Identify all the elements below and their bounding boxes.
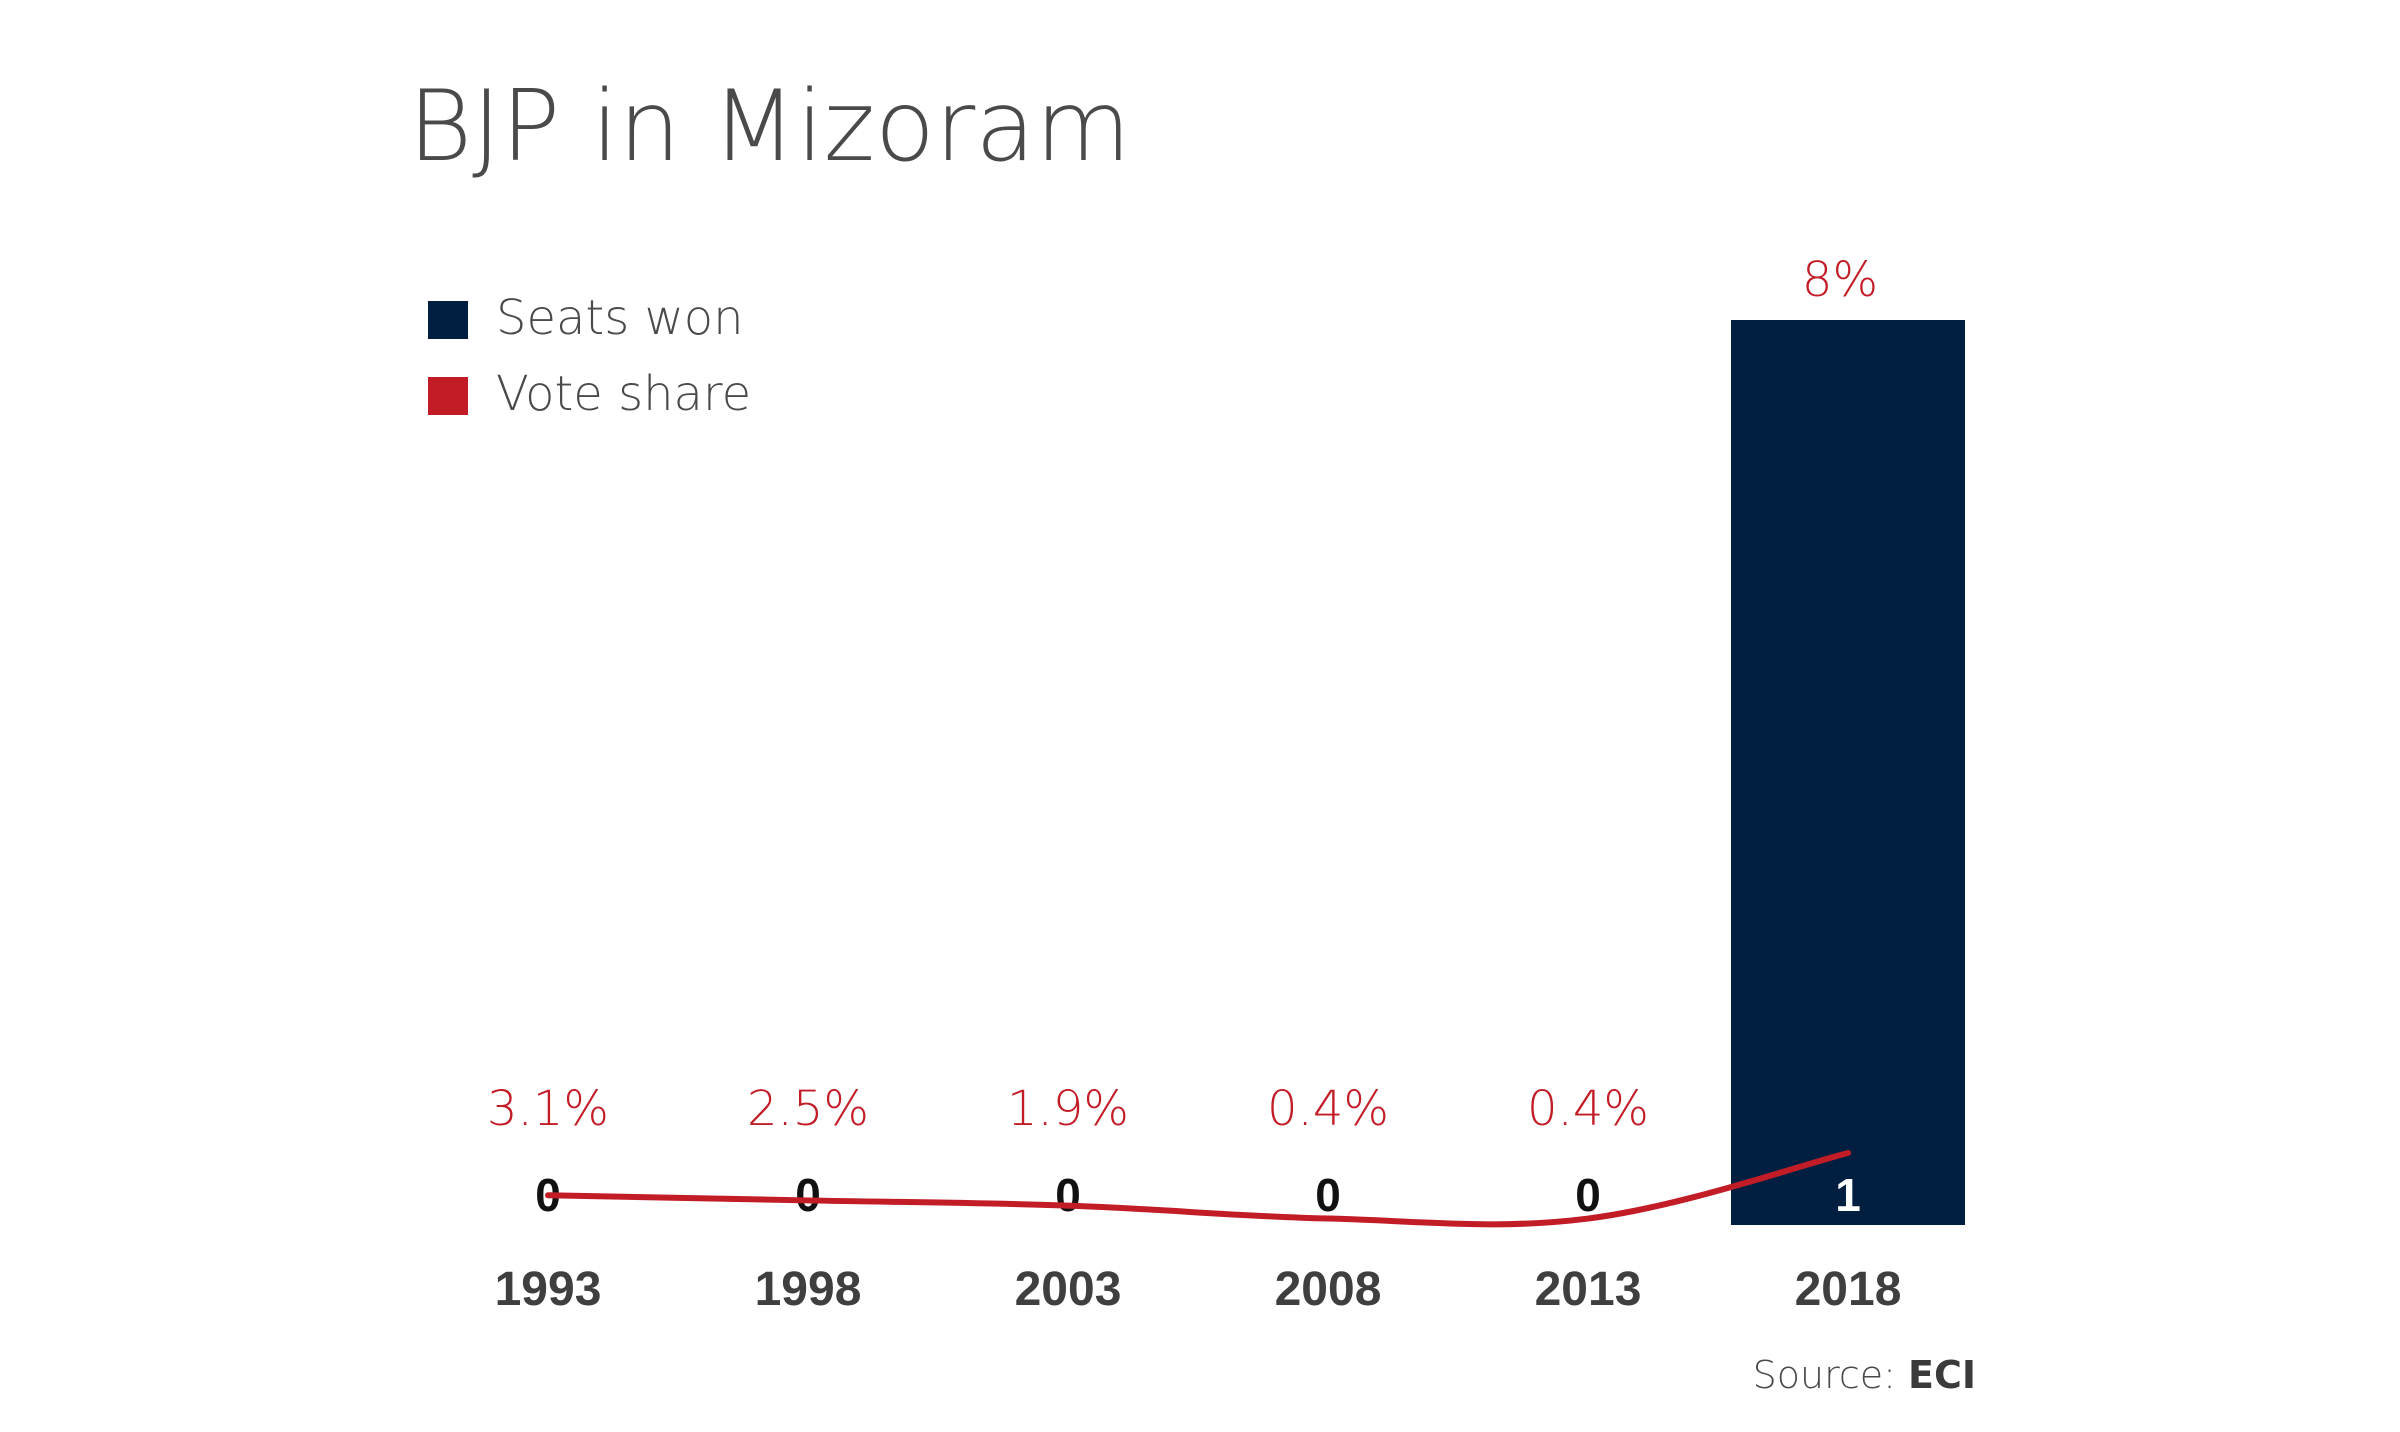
legend-swatch-vote-share	[428, 377, 468, 415]
x-tick-2013: 2013	[1535, 1263, 1642, 1316]
seats-label-2018: 1	[1835, 1169, 1861, 1221]
vote-share-label-2008: 0.4%	[1267, 1081, 1389, 1137]
vote-share-label-2018: 8%	[1802, 252, 1878, 308]
x-axis-tick-labels: 1993 1998 2003 2008 2013 2018	[495, 1263, 1902, 1316]
chart-title: BJP in Mizoram	[408, 70, 1131, 184]
legend-swatch-seats	[428, 301, 468, 339]
x-tick-1998: 1998	[755, 1263, 862, 1316]
legend-label-vote-share: Vote share	[496, 366, 751, 422]
seats-label-1998: 0	[795, 1169, 821, 1221]
source-prefix: Source:	[1753, 1353, 1908, 1397]
legend: Seats won Vote share	[428, 290, 751, 422]
x-tick-2018: 2018	[1795, 1263, 1902, 1316]
seats-bars	[1731, 320, 1965, 1225]
source-name: ECI	[1908, 1353, 1976, 1397]
x-tick-2008: 2008	[1275, 1263, 1382, 1316]
vote-share-label-2013: 0.4%	[1527, 1081, 1649, 1137]
legend-label-seats: Seats won	[496, 290, 744, 346]
vote-share-value-labels: 3.1% 2.5% 1.9% 0.4% 0.4% 8%	[487, 252, 1878, 1137]
source-note: Source: ECI	[1753, 1353, 1976, 1397]
seats-label-2008: 0	[1315, 1169, 1341, 1221]
seats-label-2003: 0	[1055, 1169, 1081, 1221]
vote-share-line-layer	[545, 1150, 1851, 1228]
x-tick-2003: 2003	[1015, 1263, 1122, 1316]
vote-share-line	[545, 1150, 1851, 1228]
vote-share-label-2003: 1.9%	[1007, 1081, 1129, 1137]
seats-label-2013: 0	[1575, 1169, 1601, 1221]
vote-share-label-1998: 2.5%	[747, 1081, 869, 1137]
vote-share-label-1993: 3.1%	[487, 1081, 609, 1137]
bar-seats-2018	[1731, 320, 1965, 1225]
x-tick-1993: 1993	[495, 1263, 602, 1316]
